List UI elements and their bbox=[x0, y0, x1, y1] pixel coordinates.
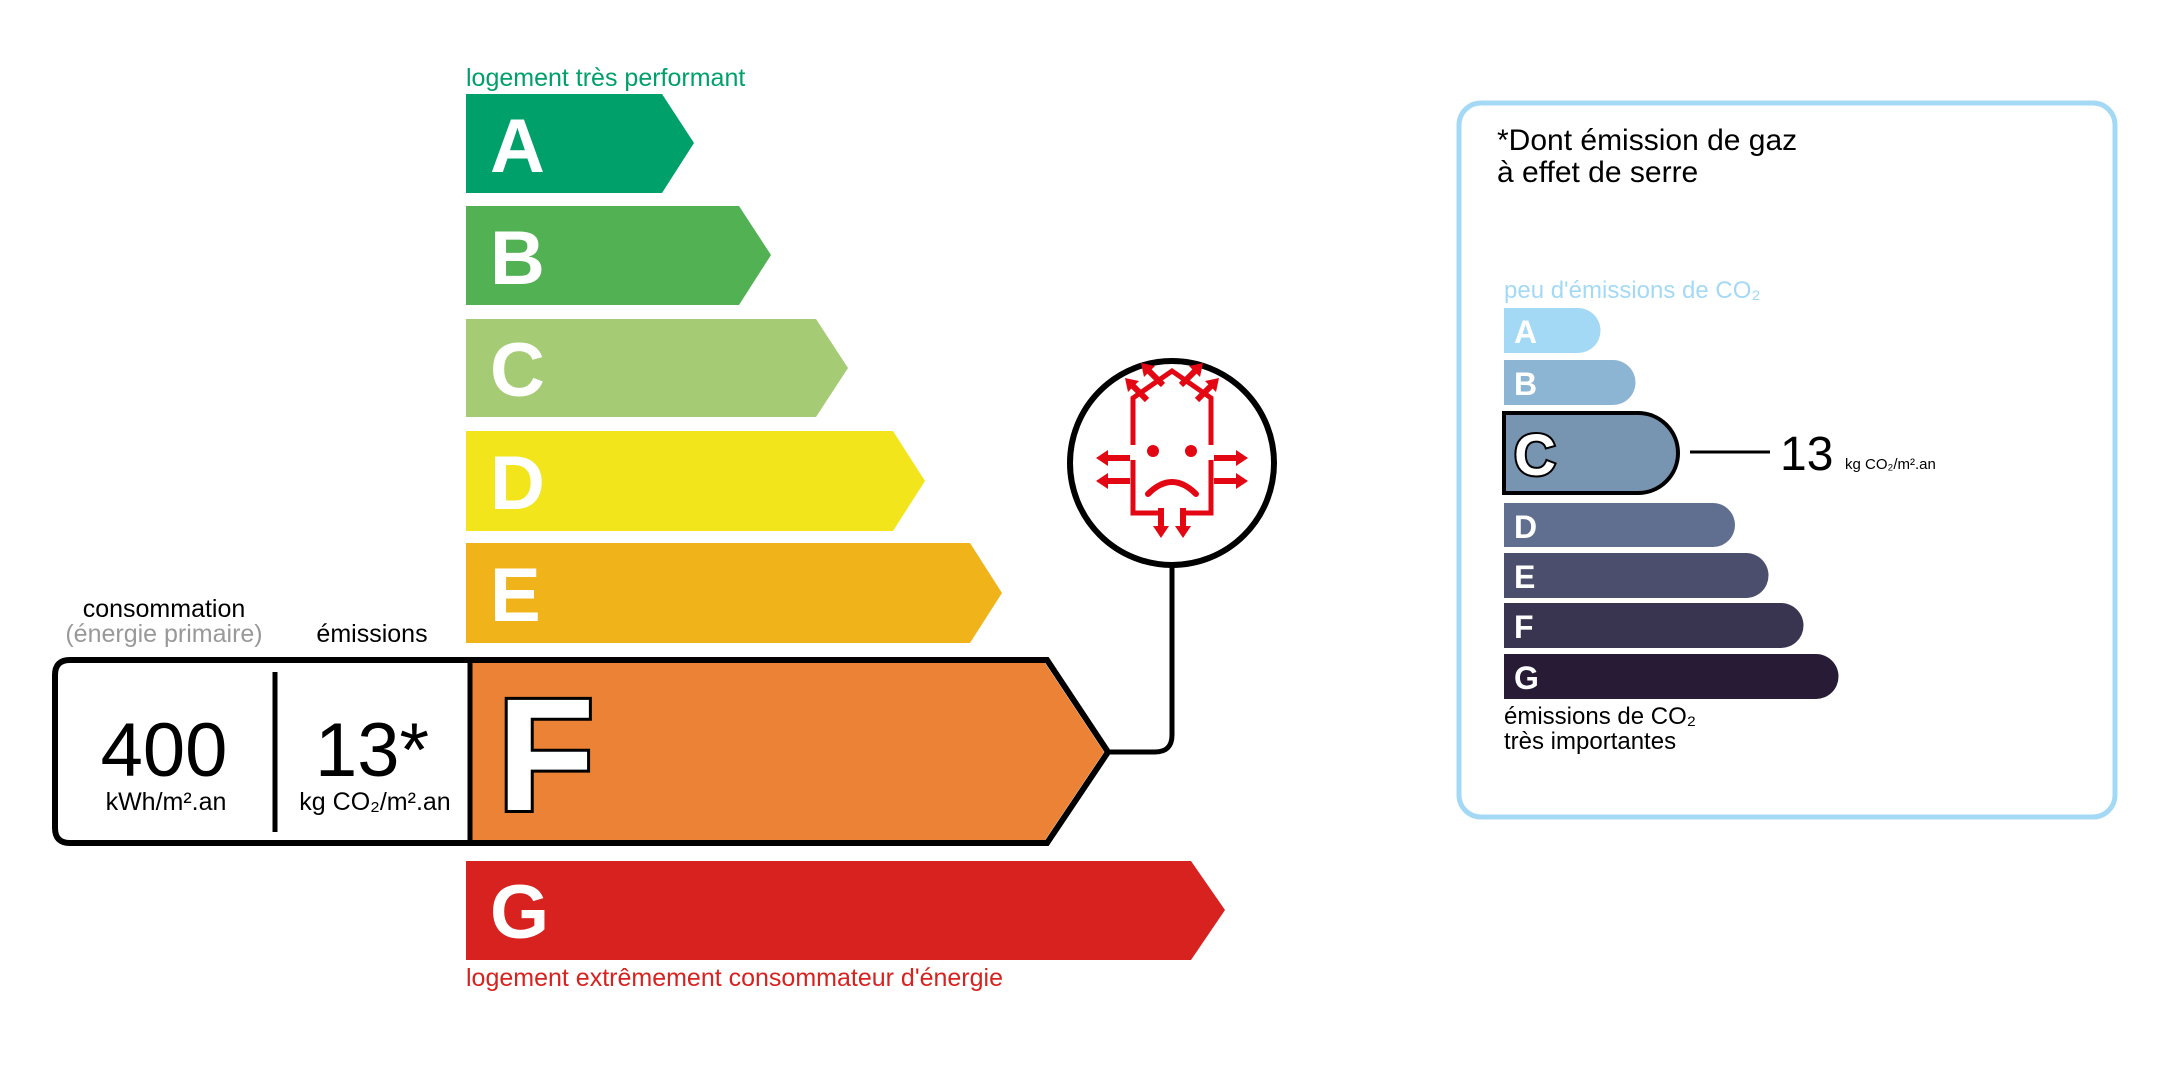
ges-bar-b: B bbox=[1504, 360, 1636, 405]
ges-letter-d: D bbox=[1514, 509, 1537, 545]
ges-letter-g: G bbox=[1514, 660, 1539, 696]
energy-letter-e: E bbox=[490, 553, 541, 638]
emissions-value: 13* bbox=[315, 708, 429, 793]
energy-letter-b: B bbox=[490, 216, 545, 301]
energy-letter-d: D bbox=[490, 441, 545, 526]
ges-title-line2: à effet de serre bbox=[1497, 156, 1698, 189]
ges-letter-b: B bbox=[1514, 366, 1537, 402]
energy-letter-g: G bbox=[490, 870, 549, 955]
ges-title-line1: *Dont émission de gaz bbox=[1497, 124, 1797, 157]
leaky-house-sad-face-icon bbox=[1067, 358, 1277, 568]
emissions-label: émissions bbox=[316, 620, 427, 648]
energy-letter-f: F bbox=[497, 665, 595, 844]
energy-bar-d: D bbox=[466, 431, 925, 531]
consumption-sublabel: (énergie primaire) bbox=[65, 620, 262, 648]
ges-letter-e: E bbox=[1514, 559, 1535, 595]
energy-letter-c: C bbox=[490, 328, 545, 413]
energy-bar-e: E bbox=[466, 543, 1002, 643]
consumption-label: consommation bbox=[83, 595, 246, 623]
ges-letter-f: F bbox=[1514, 609, 1534, 645]
energy-letter-a: A bbox=[490, 104, 545, 189]
ges-bottom-label-line2: très importantes bbox=[1504, 728, 1676, 755]
ges-bar-a: A bbox=[1504, 308, 1601, 353]
consumption-value: 400 bbox=[101, 708, 228, 793]
top-label: logement très performant bbox=[466, 64, 745, 92]
ges-letter-c: C bbox=[1514, 423, 1556, 488]
ges-bar-e: E bbox=[1504, 553, 1769, 598]
connector-line bbox=[1108, 566, 1175, 755]
energy-bar-a: A bbox=[466, 94, 694, 193]
ges-value: 13 bbox=[1780, 428, 1833, 481]
energy-bar-g: G bbox=[466, 861, 1225, 960]
ges-bar-g: G bbox=[1504, 654, 1839, 699]
ges-unit: kg CO₂/m².an bbox=[1845, 456, 1936, 473]
ges-bar-f: F bbox=[1504, 603, 1804, 648]
ges-bottom-label-line1: émissions de CO₂ bbox=[1504, 703, 1696, 730]
consumption-unit: kWh/m².an bbox=[106, 788, 227, 816]
emissions-unit: kg CO₂/m².an bbox=[299, 788, 450, 816]
ges-bar-c-current: C bbox=[1502, 411, 1680, 495]
ges-letter-a: A bbox=[1514, 314, 1537, 350]
energy-bar-b: B bbox=[466, 206, 771, 305]
energy-current-class: F 400 kWh/m².an 13* kg CO₂/m².an bbox=[52, 657, 1112, 847]
energy-bar-c: C bbox=[466, 319, 848, 417]
ges-bar-d: D bbox=[1504, 503, 1735, 547]
ges-top-label: peu d'émissions de CO₂ bbox=[1504, 277, 1761, 304]
bottom-label: logement extrêmement consommateur d'éner… bbox=[466, 964, 1003, 992]
